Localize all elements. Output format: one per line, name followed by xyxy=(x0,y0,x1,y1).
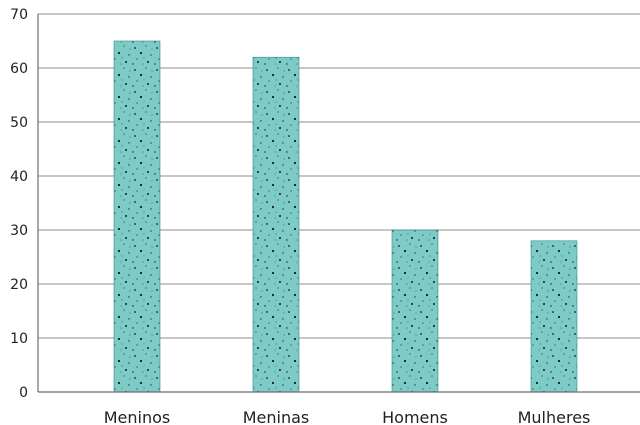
y-tick-label: 70 xyxy=(10,7,28,23)
bar-meninas xyxy=(252,56,300,393)
bar-meninos xyxy=(113,40,161,393)
y-tick-label: 0 xyxy=(19,385,28,401)
bars xyxy=(113,40,578,393)
y-tick-label: 40 xyxy=(10,169,28,185)
x-tick-label-homens: Homens xyxy=(382,408,448,425)
bar-homens xyxy=(391,229,439,393)
y-tick-label: 20 xyxy=(10,277,28,293)
y-tick-label: 50 xyxy=(10,115,28,131)
y-tick-label: 30 xyxy=(10,223,28,239)
y-axis-ticks: 0 10 20 30 40 50 60 70 xyxy=(10,7,28,401)
x-tick-label-meninos: Meninos xyxy=(104,408,171,425)
y-tick-label: 10 xyxy=(10,331,28,347)
bar-mulheres xyxy=(530,240,578,393)
x-axis-labels: Meninos Meninas Homens Mulheres xyxy=(104,408,591,425)
x-tick-label-mulheres: Mulheres xyxy=(518,408,591,425)
y-tick-label: 60 xyxy=(10,61,28,77)
x-tick-label-meninas: Meninas xyxy=(243,408,310,425)
